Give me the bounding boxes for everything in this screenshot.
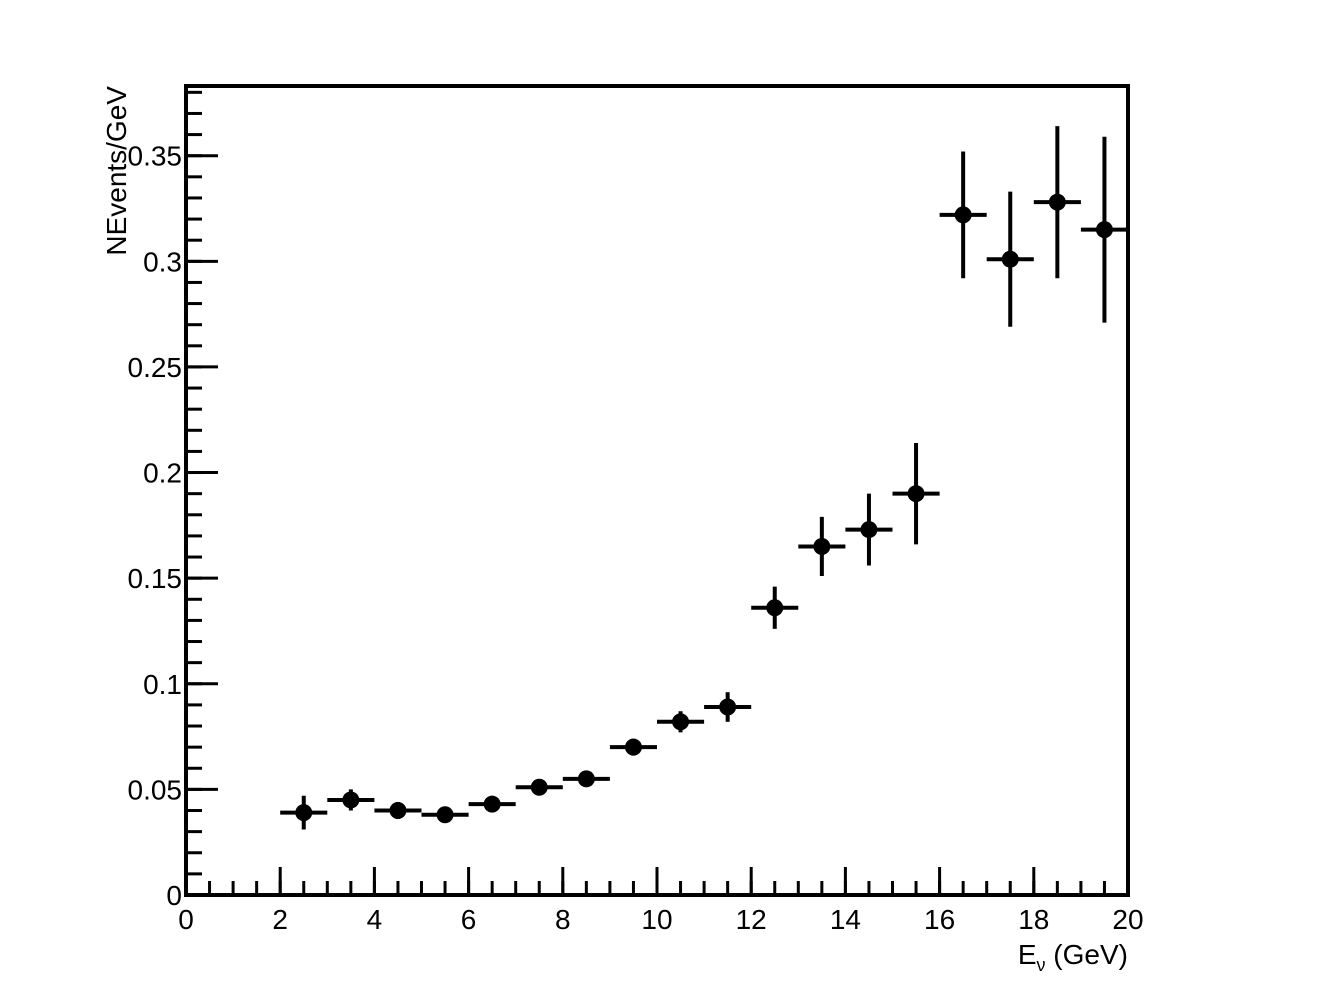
data-marker: [907, 485, 925, 503]
data-marker: [766, 599, 784, 617]
data-marker: [954, 206, 972, 224]
tick-labels: 0 2 4 6 8 10 12 14 16 18 20 0 0.05 0.1 0.15 0.2 0.25 0.3 0…: [128, 141, 1144, 935]
data-point: [1080, 136, 1128, 323]
x-axis-title-subscript: ν: [1037, 955, 1046, 975]
x-tick-label: 12: [736, 904, 767, 935]
y-axis-title: NEvents/GeV: [101, 86, 132, 256]
data-point: [1033, 126, 1081, 279]
data-point: [327, 789, 375, 811]
data-point: [421, 806, 469, 824]
data-point: [468, 795, 516, 813]
x-tick-label: 10: [641, 904, 672, 935]
data-point: [751, 586, 799, 629]
data-point: [609, 738, 657, 756]
data-marker: [577, 770, 595, 788]
x-tick-label: 4: [367, 904, 383, 935]
major-ticks: [184, 154, 1130, 897]
data-point: [939, 151, 987, 279]
plot-frame: [184, 84, 1130, 897]
data-point: [657, 711, 705, 733]
data-marker: [342, 791, 360, 809]
data-marker: [1048, 193, 1066, 211]
x-tick-label: 8: [555, 904, 571, 935]
x-tick-label: 16: [924, 904, 955, 935]
data-marker: [860, 521, 878, 539]
data-marker: [1001, 250, 1019, 268]
data-marker: [530, 778, 548, 796]
x-tick-label: 6: [461, 904, 477, 935]
data-marker: [389, 802, 407, 820]
y-tick-label: 0.05: [128, 774, 183, 805]
y-tick-label: 0.1: [143, 669, 182, 700]
y-tick-label: 0.35: [128, 141, 183, 172]
data-marker: [624, 738, 642, 756]
data-point: [515, 778, 563, 796]
x-tick-label: 2: [272, 904, 288, 935]
y-tick-label: 0: [166, 880, 182, 911]
x-tick-label: 18: [1018, 904, 1049, 935]
data-point: [280, 795, 328, 830]
y-tick-label: 0.15: [128, 563, 183, 594]
y-tick-label: 0.3: [143, 246, 182, 277]
data-point: [374, 802, 422, 820]
x-axis-title-main: E: [1018, 939, 1037, 970]
x-tick-label: 0: [178, 904, 194, 935]
data-point: [704, 692, 752, 722]
data-point: [986, 191, 1034, 327]
data-marker: [483, 795, 501, 813]
x-tick-label: 14: [830, 904, 861, 935]
data-point: [798, 516, 846, 577]
x-axis-title-unit: (GeV): [1046, 939, 1128, 970]
data-marker: [436, 806, 454, 824]
data-marker: [672, 713, 690, 731]
data-point: [892, 442, 940, 545]
data-point: [845, 493, 893, 566]
data-point: [562, 770, 610, 788]
data-marker: [1095, 221, 1113, 239]
data-marker: [295, 804, 313, 822]
data-points: [280, 126, 1128, 830]
x-tick-label: 20: [1112, 904, 1143, 935]
data-marker: [813, 537, 831, 555]
y-tick-label: 0.25: [128, 352, 183, 383]
data-marker: [719, 698, 737, 716]
y-tick-label: 0.2: [143, 458, 182, 489]
x-axis-title: Eν (GeV): [1018, 939, 1128, 975]
